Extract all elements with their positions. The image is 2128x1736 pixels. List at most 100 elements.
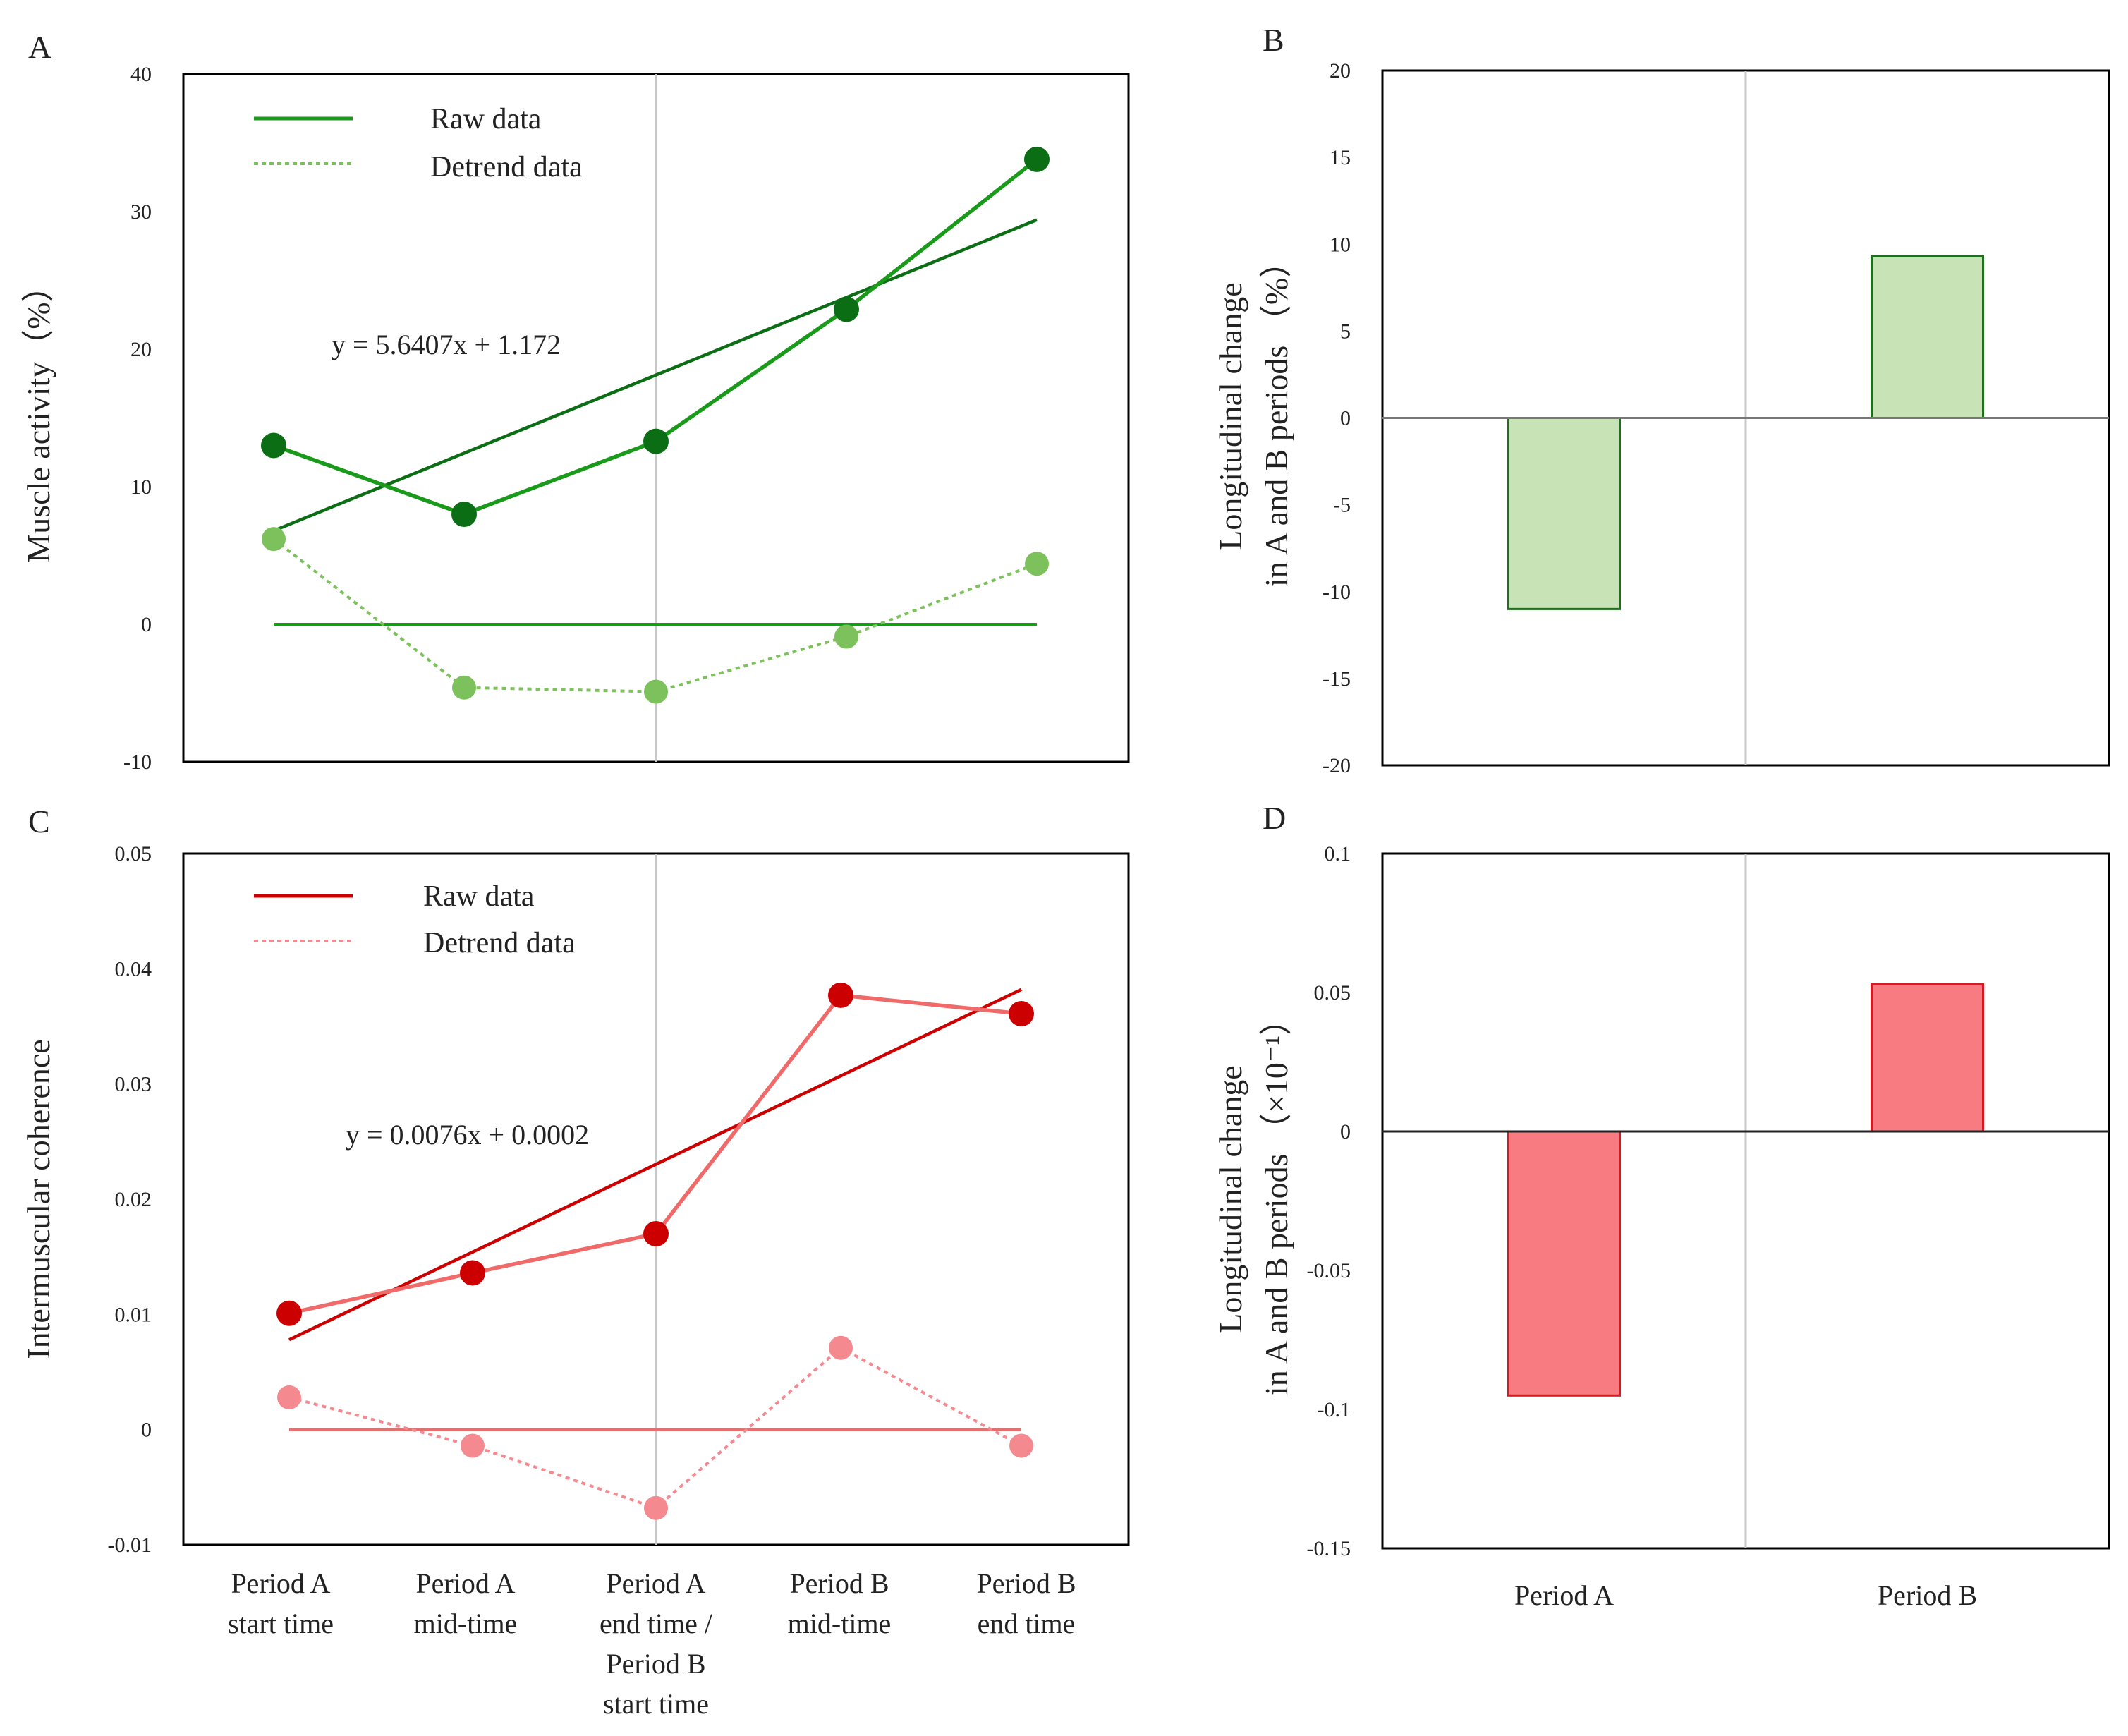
panel-c-regression-equation: y = 0.0076x + 0.0002 <box>346 1119 589 1151</box>
bar-period-a <box>1507 1130 1621 1397</box>
panel-d-letter: D <box>1263 800 1286 836</box>
y-tick-label: 10 <box>1330 233 1351 256</box>
x-category-label: start time <box>603 1688 709 1720</box>
y-tick-label: -0.1 <box>1318 1398 1351 1421</box>
y-tick-label: 40 <box>130 63 152 86</box>
y-tick-label: -10 <box>123 751 152 774</box>
detrend-data-point <box>461 1433 485 1458</box>
panel-c-y-ticks: -0.01 0 0.01 0.02 0.03 0.04 0.05 <box>108 842 152 1557</box>
panel-c-letter: C <box>28 803 50 839</box>
y-tick-label: 20 <box>1330 59 1351 83</box>
y-tick-label: 0.05 <box>115 842 152 866</box>
panel-b-y-ticks: -20 -15 -10 -5 0 5 10 15 20 <box>1323 59 1351 777</box>
x-category-label: Period A <box>606 1567 705 1599</box>
y-tick-label: 0.02 <box>115 1188 152 1211</box>
raw-data-point <box>834 296 859 322</box>
detrend-data-point <box>834 624 858 649</box>
y-tick-label: 0.01 <box>115 1303 152 1326</box>
raw-data-point <box>451 502 477 527</box>
legend-detrend-label: Detrend data <box>430 151 583 183</box>
bar-period-a <box>1507 417 1621 610</box>
y-tick-label: -5 <box>1333 494 1351 517</box>
raw-data-point <box>643 1221 669 1246</box>
y-tick-label: -20 <box>1323 754 1351 777</box>
y-tick-label: 0 <box>1340 407 1351 430</box>
raw-data-point <box>261 432 286 459</box>
raw-data-point <box>828 982 853 1008</box>
panel-b-longitudinal-change: B -20 -15 -10 -5 0 5 10 15 20 Longitudinal chang… <box>1212 22 2110 777</box>
x-category-label: Period B <box>606 1648 705 1680</box>
raw-data-point <box>1024 146 1050 172</box>
panel-d-longitudinal-change: D -0.15 -0.1 -0.05 0 0.05 0.1 Longitudinal ch… <box>1212 800 2110 1611</box>
detrend-data-point <box>262 527 286 552</box>
bar-category-label: Period B <box>1878 1579 1977 1611</box>
panel-c-series <box>276 982 1034 1520</box>
detrend-data-point <box>829 1335 853 1360</box>
detrend-data-point <box>1009 1433 1033 1458</box>
y-tick-label: 20 <box>130 338 152 361</box>
legend-detrend-label: Detrend data <box>423 927 576 959</box>
y-tick-label: 0 <box>1340 1120 1351 1143</box>
bar-period-b <box>1871 255 1984 419</box>
panel-b-letter: B <box>1263 22 1284 58</box>
panel-c-y-axis-label: Intermuscular coherence <box>20 1039 56 1359</box>
panel-c-intermuscular-coherence: C -0.01 0 0.01 0.02 0.03 0.04 0.05 Raw data De… <box>20 803 1130 1720</box>
y-tick-label: 0.04 <box>115 957 152 981</box>
detrend-data-point <box>1025 552 1049 576</box>
y-tick-label: -0.01 <box>108 1534 152 1557</box>
panel-d-y-ticks: -0.15 -0.1 -0.05 0 0.05 0.1 <box>1307 842 1351 1560</box>
x-axis-categories: Period A start time Period A mid-time Period… <box>228 1567 1076 1720</box>
y-tick-label: 10 <box>130 475 152 499</box>
bar-categories: Period A Period B <box>1514 1579 1977 1611</box>
y-tick-label: 15 <box>1330 146 1351 169</box>
x-category-label: end time <box>978 1608 1076 1639</box>
x-category-label: Period B <box>789 1567 889 1599</box>
raw-data-point <box>460 1260 485 1286</box>
x-category-label: end time / <box>600 1608 713 1639</box>
regression-trend-line <box>273 218 1038 533</box>
y-tick-label: 0.03 <box>115 1073 152 1096</box>
panel-a-letter: A <box>28 29 51 65</box>
panel-a-y-ticks: -10 0 10 20 30 40 <box>123 63 152 774</box>
panel-a-series <box>261 146 1050 704</box>
y-tick-label: 0.1 <box>1325 842 1351 866</box>
panel-a-y-axis-label: Muscle activity（%） <box>20 269 56 562</box>
x-category-label: Period B <box>976 1567 1076 1599</box>
regression-trend-line <box>288 988 1022 1342</box>
x-category-label: mid-time <box>788 1608 892 1639</box>
raw-data-point <box>276 1300 302 1326</box>
panel-d-y-axis-label-line2: in A and B periods （×10⁻¹） <box>1258 1003 1294 1395</box>
y-tick-label: 30 <box>130 200 152 224</box>
raw-data-point <box>643 428 669 454</box>
panel-d-bars <box>1507 983 1984 1397</box>
x-category-label: start time <box>228 1608 334 1639</box>
y-tick-label: -0.05 <box>1307 1259 1351 1282</box>
detrend-data-point <box>644 679 668 704</box>
panel-b-bars <box>1507 255 1984 610</box>
legend-raw-label: Raw data <box>423 880 535 913</box>
panel-a-regression-equation: y = 5.6407x + 1.172 <box>332 329 561 360</box>
detrend-data-point <box>452 675 476 700</box>
bar-category-label: Period A <box>1514 1579 1614 1611</box>
detrend-data-point <box>644 1495 668 1520</box>
y-tick-label: -0.15 <box>1307 1537 1351 1560</box>
y-tick-label: -15 <box>1323 667 1351 691</box>
y-tick-label: 0 <box>141 1419 152 1442</box>
legend-raw-label: Raw data <box>430 103 542 135</box>
y-tick-label: 0 <box>141 613 152 636</box>
x-category-label: Period A <box>231 1567 330 1599</box>
x-category-label: Period A <box>415 1567 515 1599</box>
panel-c-legend: Raw data Detrend data <box>254 880 576 959</box>
raw-data-point <box>1009 1001 1034 1027</box>
y-tick-label: -10 <box>1323 581 1351 604</box>
panel-a-legend: Raw data Detrend data <box>254 103 583 183</box>
panel-d-y-axis-label-line1: Longitudinal change <box>1212 1065 1248 1333</box>
panel-a-muscle-activity: A -10 0 10 20 30 40 Raw data Detrend data y =… <box>20 29 1130 774</box>
detrend-data-point <box>277 1385 301 1409</box>
y-tick-label: 0.05 <box>1314 981 1351 1004</box>
panel-b-y-axis-label-line1: Longitudinal change <box>1212 282 1248 550</box>
y-tick-label: 5 <box>1340 320 1351 343</box>
bar-period-b <box>1871 983 1984 1133</box>
panel-b-y-axis-label-line2: in A and B periods （%） <box>1258 245 1294 587</box>
